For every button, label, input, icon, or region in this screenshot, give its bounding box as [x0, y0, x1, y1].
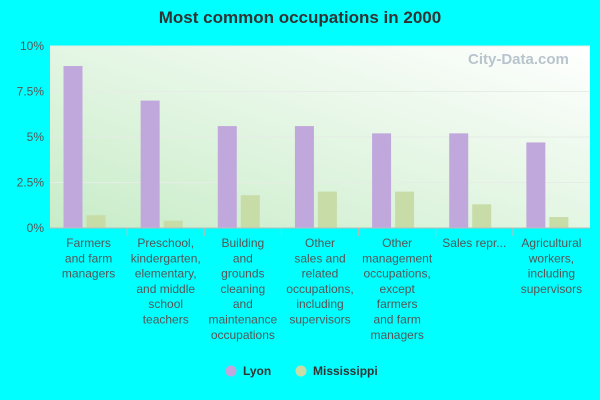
bar-mississippi[interactable] [163, 220, 183, 228]
bar-mississippi[interactable] [472, 204, 492, 228]
bar-lyon[interactable] [140, 100, 160, 228]
x-category-label: Farmers and farm managers [62, 236, 115, 281]
bar-lyon[interactable] [449, 133, 469, 228]
y-tick-label: 5% [27, 130, 45, 144]
y-tick-label: 0% [27, 221, 45, 235]
bar-lyon[interactable] [526, 142, 546, 228]
y-tick-label: 2.5% [17, 176, 45, 190]
legend-label-mississippi: Mississippi [313, 364, 378, 378]
bar-mississippi[interactable] [240, 195, 260, 228]
legend-swatch-lyon [225, 365, 237, 377]
y-tick-label: 7.5% [17, 85, 45, 99]
bar-mississippi[interactable] [317, 191, 337, 228]
x-category-label: Agricultural workers, including supervisors [521, 236, 582, 296]
bar-mississippi[interactable] [86, 215, 106, 228]
x-category-label: Preschool, kindergarten, elementary, and mi… [131, 236, 201, 327]
x-category-label: Other management occupations, except farmers… [362, 236, 433, 342]
bar-mississippi[interactable] [549, 217, 569, 228]
x-category-label: Sales repr... [442, 236, 506, 250]
legend-swatch-mississippi [295, 365, 307, 377]
x-category-label: Building and grounds cleaning and maintenance… [208, 236, 277, 342]
bar-lyon[interactable] [217, 126, 237, 228]
chart-title: Most common occupations in 2000 [158, 8, 442, 27]
watermark: City-Data.com [468, 51, 569, 68]
legend-label-lyon: Lyon [243, 364, 271, 378]
y-tick-label: 10% [20, 39, 44, 53]
bar-mississippi[interactable] [395, 191, 415, 228]
bar-lyon[interactable] [294, 126, 314, 228]
x-category-label: Other sales and related occupations, includi… [286, 236, 353, 327]
bar-lyon[interactable] [372, 133, 392, 228]
bar-lyon[interactable] [63, 66, 83, 229]
